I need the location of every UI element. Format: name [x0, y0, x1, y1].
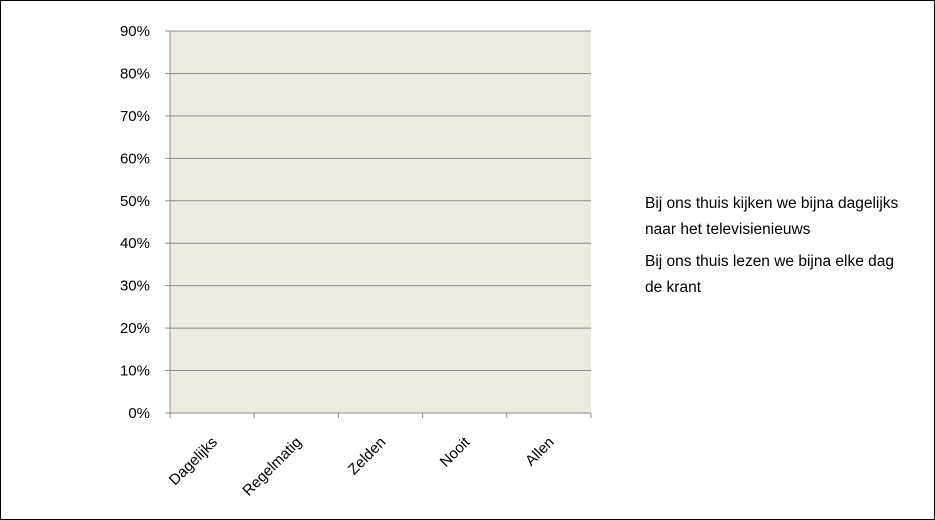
x-category-label: Regelmatig	[239, 434, 305, 500]
y-tick-label: 20%	[120, 320, 150, 337]
x-category-label: Zelden	[345, 434, 389, 478]
legend-entry-newspaper: Bij ons thuis lezen we bijna elke dag de…	[645, 253, 895, 296]
y-tick-label: 40%	[120, 235, 150, 252]
plot-area	[170, 31, 591, 413]
legend-entry-tv-news: Bij ons thuis kijken we bijna dagelijks …	[645, 195, 899, 238]
y-tick-label: 90%	[120, 23, 150, 40]
y-tick-label: 60%	[120, 150, 150, 167]
x-category-label: Allen	[522, 434, 558, 470]
x-category-label: Dagelijks	[166, 434, 221, 489]
y-tick-label: 80%	[120, 65, 150, 82]
y-tick-label: 50%	[120, 193, 150, 210]
y-tick-label: 30%	[120, 278, 150, 295]
y-tick-label: 0%	[128, 405, 150, 422]
y-tick-label: 10%	[120, 363, 150, 380]
y-tick-label: 70%	[120, 108, 150, 125]
x-category-label: Nooit	[437, 433, 474, 470]
legend: Bij ons thuis kijken we bijna dagelijks …	[645, 191, 915, 307]
